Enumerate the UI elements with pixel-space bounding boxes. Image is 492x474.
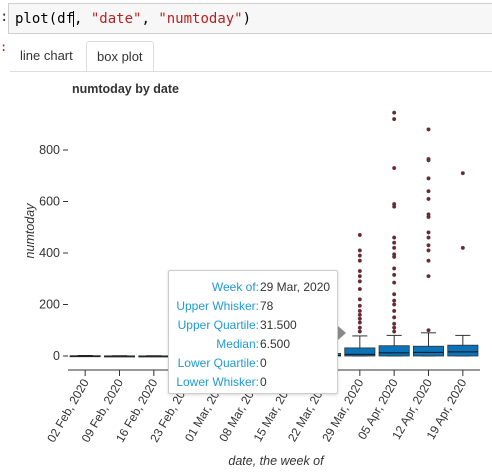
code-separator-2: , <box>141 11 159 27</box>
y-axis-label: numtoday <box>23 203 37 259</box>
outlier-point <box>357 308 362 313</box>
outlier-point <box>357 325 362 330</box>
outlier-point <box>392 325 397 330</box>
tooltip-row-median: Median:6.500 <box>216 337 291 351</box>
outlier-point <box>392 117 397 122</box>
box-group <box>138 355 170 358</box>
x-axis-label: date, the week of <box>228 454 325 468</box>
outlier-point <box>426 230 431 235</box>
outlier-point <box>426 196 431 201</box>
tooltip-row-lower-whisker: Lower Whisker:0 <box>176 375 267 389</box>
outlier-point <box>426 274 431 279</box>
hover-tooltip: Week of:29 Mar, 2020 Upper Whisker:78 Up… <box>168 270 338 394</box>
code-separator-1: , <box>74 11 91 27</box>
outlier-point <box>392 329 397 334</box>
outlier-point <box>426 176 431 181</box>
code-cell-input[interactable]: plot(df, "date", "numtoday") <box>8 3 492 34</box>
code-arg-numtoday: "numtoday" <box>158 11 243 27</box>
outlier-point <box>357 287 362 292</box>
box-group <box>69 354 101 358</box>
box-group <box>344 232 376 357</box>
outlier-point <box>392 280 397 285</box>
code-arg-date: "date" <box>90 11 142 27</box>
outlier-point <box>357 274 362 279</box>
tooltip-pointer <box>338 326 346 340</box>
outlier-point <box>392 110 397 115</box>
outlier-point <box>460 171 465 176</box>
y-tick-label: 400 <box>39 246 60 260</box>
outlier-point <box>357 312 362 317</box>
outlier-point <box>426 243 431 248</box>
output-prompt-marker: : <box>0 40 8 54</box>
box-group <box>412 127 445 357</box>
outlier-point <box>357 248 362 253</box>
outlier-point <box>426 212 431 217</box>
tab-divider <box>10 71 492 72</box>
outlier-point <box>392 321 397 326</box>
outlier-point <box>392 292 397 297</box>
outlier-point <box>357 297 362 302</box>
outlier-point <box>392 272 397 277</box>
outlier-point <box>357 329 362 334</box>
box-iqr <box>378 345 410 357</box>
box-series <box>69 110 479 358</box>
box-group <box>378 110 410 357</box>
outlier-point <box>357 258 362 263</box>
outlier-point <box>357 268 362 274</box>
outlier-point <box>357 316 362 321</box>
code-close-paren: ) <box>242 11 252 27</box>
outlier-point <box>392 235 397 240</box>
y-axis: 0 200 400 600 800 <box>39 143 68 363</box>
outlier-point <box>392 245 397 250</box>
outlier-point <box>357 253 362 258</box>
outlier-point <box>392 266 397 271</box>
outlier-point <box>357 232 362 238</box>
outlier-point <box>426 328 431 333</box>
tooltip-row-upper-quartile: Upper Quartile:31.500 <box>177 318 297 332</box>
y-tick-label: 200 <box>39 298 60 312</box>
tooltip-row-upper-whisker: Upper Whisker:78 <box>176 299 274 313</box>
tab-line-chart[interactable]: line chart <box>20 48 73 63</box>
outlier-point <box>392 298 397 303</box>
code-function: plot(df <box>15 11 75 27</box>
outlier-point <box>426 258 431 263</box>
y-tick-label: 800 <box>39 143 60 157</box>
outlier-point <box>426 235 431 240</box>
outlier-point <box>357 279 362 284</box>
outlier-point <box>392 240 397 245</box>
box-iqr <box>447 344 479 357</box>
text-cursor <box>73 11 75 27</box>
box-iqr <box>412 345 445 357</box>
box-group <box>103 355 136 358</box>
tooltip-row-lower-quartile: Lower Quartile:0 <box>177 356 267 370</box>
outlier-point <box>426 127 431 132</box>
outlier-point <box>392 252 397 257</box>
outlier-point <box>357 303 362 308</box>
chart-title: numtoday by date <box>72 82 179 96</box>
outlier-point <box>392 202 397 207</box>
box-group <box>447 171 479 357</box>
outlier-point <box>460 245 465 250</box>
outlier-point <box>392 165 397 171</box>
input-prompt-marker: : <box>0 9 9 25</box>
outlier-point <box>392 308 397 313</box>
tooltip-row-week: Week of:29 Mar, 2020 <box>211 280 331 294</box>
y-tick-label: 600 <box>39 195 60 209</box>
outlier-point <box>357 320 362 325</box>
y-tick-label: 0 <box>53 349 60 363</box>
outlier-point <box>392 315 397 320</box>
outlier-point <box>426 248 431 253</box>
outlier-point <box>426 189 431 194</box>
outlier-point <box>392 302 397 307</box>
outlier-point <box>426 156 431 162</box>
box-iqr <box>344 347 376 357</box>
